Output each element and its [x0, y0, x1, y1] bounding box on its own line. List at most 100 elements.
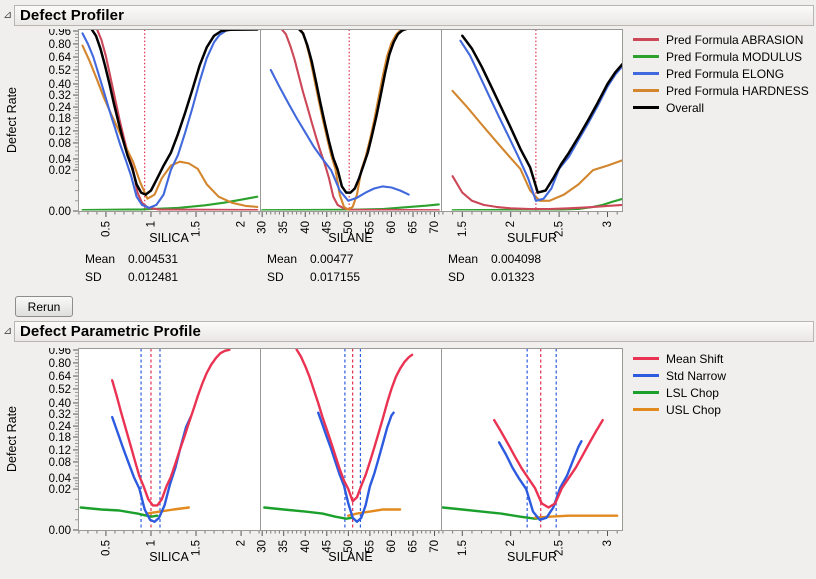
x-tick-label: 0.5: [100, 540, 112, 556]
x-tick-label: 1.5: [191, 221, 203, 237]
plot-frame: [78, 29, 623, 212]
sulfur-sd-value: 0.01323: [491, 270, 535, 284]
legend-item-pred-formula-modulus: Pred Formula MODULUS: [633, 48, 809, 65]
y-tick-label: 0.80: [49, 358, 71, 370]
y-tick-label: 0.52: [49, 384, 71, 396]
legend-label: Pred Formula HARDNESS: [666, 83, 809, 98]
plot-background: [78, 348, 623, 530]
x-tick-label: 2: [505, 221, 517, 227]
silica-mean-value: 0.004531: [128, 252, 179, 266]
legend-item-lsl-chop: LSL Chop: [633, 384, 726, 401]
defect-profiler-chart[interactable]: 0.5 1 1.5 2 SILICA 30 35 40 45 50 55 60 65 70 SILANE 1.…: [0, 26, 816, 255]
y-tick-label: 0.08: [49, 457, 71, 469]
series-std-narrow: [497, 440, 583, 521]
x-axis: 1.5 2 2.5 3: [442, 530, 618, 556]
x-tick-label: 2: [236, 540, 248, 546]
silane-mean-value: 0.00477: [310, 252, 354, 266]
x-tick-label: 45: [321, 221, 333, 234]
sulfur-mean-value: 0.004098: [491, 252, 542, 266]
legend-line-swatch: [633, 391, 659, 394]
disclosure-triangle-icon[interactable]: ⊿: [3, 9, 13, 21]
legend-item-pred-formula-hardness: Pred Formula HARDNESS: [633, 82, 809, 99]
legend-item-std-narrow: Std Narrow: [633, 367, 726, 384]
series-overall: [297, 29, 408, 194]
y-axis-title: Defect Rate: [5, 406, 19, 472]
series-pred-formula-elong: [459, 39, 623, 202]
series-mean-shift: [295, 348, 414, 503]
x-axis-title: SILANE: [328, 231, 372, 245]
x-tick-label: 2.5: [554, 221, 566, 237]
y-tick-label: 0.12: [49, 126, 71, 138]
y-tick-label: 0.96: [49, 348, 71, 357]
legend-line-swatch: [633, 72, 659, 75]
y-tick-label: 0.96: [49, 29, 71, 38]
series-usl-chop: [145, 506, 190, 515]
rerun-button[interactable]: Rerun: [15, 296, 73, 317]
x-axis-title: SILICA: [149, 550, 189, 564]
legend-label: USL Chop: [666, 402, 721, 417]
defect-profiler-header-bar[interactable]: Defect Profiler: [14, 5, 814, 26]
x-tick-label: 70: [429, 540, 441, 553]
disclosure-triangle-icon[interactable]: ⊿: [3, 325, 13, 337]
sulfur-sd-row: SD 0.01323: [448, 270, 535, 284]
legend-item-pred-formula-abrasion: Pred Formula ABRASION: [633, 31, 809, 48]
x-tick-label: 50: [343, 221, 355, 234]
y-tick-label: 0.24: [49, 102, 72, 114]
y-tick-label: 0.32: [49, 409, 71, 421]
x-axis: 30 35 40 45 50 55 60 65 70: [257, 211, 441, 234]
x-tick-label: 2.5: [554, 540, 566, 556]
legend-line-swatch: [633, 89, 659, 92]
series-overall: [90, 29, 259, 196]
series-pred-formula-modulus: [81, 195, 259, 211]
y-tick-label: 0.32: [49, 90, 71, 102]
y-tick-label: 0.64: [49, 52, 72, 64]
x-tick-label: 65: [407, 540, 419, 553]
defect-parametric-profile-title: Defect Parametric Profile: [20, 323, 201, 340]
x-tick-label: 1: [145, 540, 157, 546]
silane-mean-row: Mean 0.00477: [267, 252, 354, 266]
y-tick-label: 0.18: [49, 432, 71, 444]
x-tick-label: 40: [300, 221, 312, 234]
y-tick-label: 0.12: [49, 445, 71, 457]
y-tick-label: 0.40: [49, 398, 71, 410]
y-axis: 0.960.800.640.52 0.400.320.240.180.120.08…: [49, 345, 78, 537]
y-axis: 0.960.800.640.52 0.400.320.240.180.120.08…: [49, 26, 78, 218]
silica-sd-value: 0.012481: [128, 270, 179, 284]
x-tick-label: 65: [407, 221, 419, 234]
x-tick-label: 40: [300, 540, 312, 553]
legend-line-swatch: [633, 408, 659, 411]
legend-label: Mean Shift: [666, 351, 724, 366]
legend-item-usl-chop: USL Chop: [633, 401, 726, 418]
series-pred-formula-elong: [269, 68, 410, 202]
x-tick-label: 60: [386, 540, 398, 553]
x-tick-label: 1.5: [457, 540, 469, 556]
defect-parametric-profile-legend: Mean Shift Std Narrow LSL Chop USL Chop: [633, 350, 726, 418]
x-tick-label: 55: [364, 540, 376, 553]
legend-label: Pred Formula ELONG: [666, 66, 785, 81]
defect-parametric-profile-chart[interactable]: 0.5 1 1.5 2 SILICA 30 35 40 45 50 55 60 65 70 SILANE 1.…: [0, 345, 816, 573]
legend-label: Overall: [666, 100, 705, 115]
x-tick-label: 50: [343, 540, 355, 553]
defect-parametric-profile-header-bar[interactable]: Defect Parametric Profile: [14, 321, 814, 342]
x-tick-label: 3: [602, 221, 614, 227]
series-usl-chop: [347, 508, 402, 517]
legend-line-swatch: [633, 38, 659, 41]
plot-svg: 0.5 1 1.5 2 SILICA 30 35 40 45 50 55 60 65 70 SILANE 1.…: [5, 345, 623, 564]
legend-item-overall: Overall: [633, 99, 809, 116]
legend-label: LSL Chop: [666, 385, 719, 400]
x-tick-label: 1: [145, 221, 157, 227]
x-tick-label: 0.5: [100, 221, 112, 237]
legend-label: Pred Formula ABRASION: [666, 32, 804, 47]
x-tick-label: 1.5: [191, 540, 203, 556]
x-tick-label: 30: [257, 221, 269, 234]
series-mean-shift: [493, 418, 604, 509]
series-overall: [461, 34, 623, 194]
defect-profiler-header: ⊿ Defect Profiler: [0, 5, 816, 27]
x-tick-label: 60: [386, 221, 398, 234]
x-axis-title: SILANE: [328, 550, 372, 564]
x-tick-label: 55: [364, 221, 376, 234]
legend-item-pred-formula-elong: Pred Formula ELONG: [633, 65, 809, 82]
x-axis-title: SULFUR: [507, 231, 557, 245]
y-tick-label: 0.02: [49, 484, 71, 496]
series-std-narrow: [317, 411, 395, 523]
